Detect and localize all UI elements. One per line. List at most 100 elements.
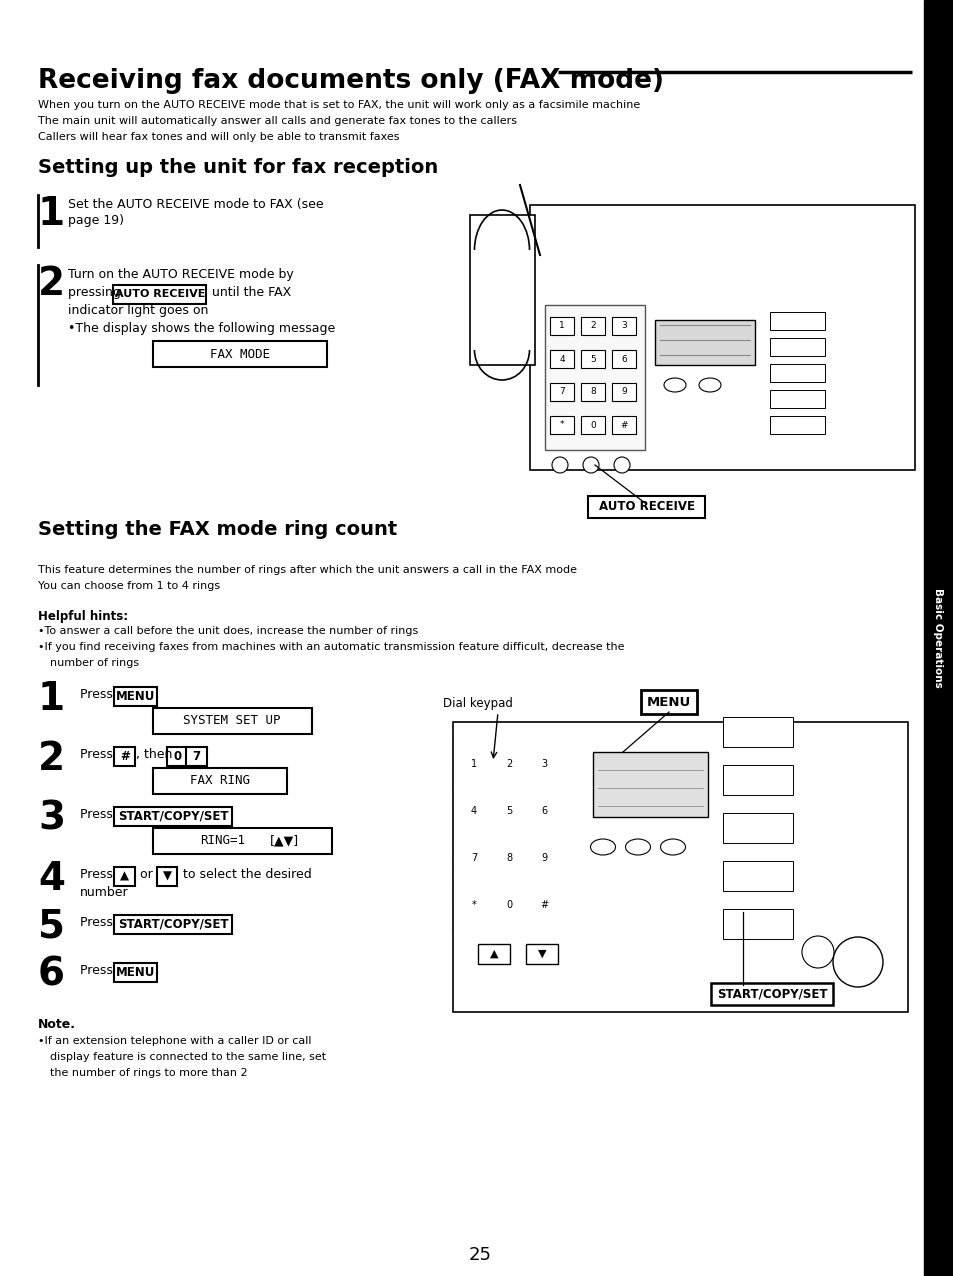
Text: the number of rings to more than 2: the number of rings to more than 2 (50, 1068, 248, 1078)
Text: ▲: ▲ (120, 869, 129, 883)
Bar (722, 861, 792, 891)
Text: 2: 2 (38, 265, 65, 302)
Text: Helpful hints:: Helpful hints: (38, 610, 128, 623)
Text: Basic Operations: Basic Operations (932, 588, 942, 688)
FancyBboxPatch shape (114, 686, 157, 706)
Text: *: * (471, 900, 476, 910)
Text: Press: Press (80, 963, 117, 977)
Bar (470, 214, 535, 365)
Bar (769, 338, 824, 356)
Text: 8: 8 (590, 388, 596, 397)
Bar (544, 305, 644, 450)
Bar (453, 732, 567, 931)
Text: 7: 7 (193, 749, 200, 763)
Circle shape (552, 457, 567, 473)
Text: 3: 3 (540, 759, 546, 769)
Text: ▲: ▲ (489, 949, 497, 960)
Bar (550, 416, 574, 434)
FancyBboxPatch shape (152, 341, 327, 367)
Text: indicator light goes on: indicator light goes on (68, 304, 208, 316)
Text: until the FAX: until the FAX (208, 286, 291, 299)
Text: Press: Press (80, 808, 117, 820)
Text: 2: 2 (590, 322, 596, 330)
Bar (477, 944, 510, 963)
Bar (496, 753, 521, 775)
FancyBboxPatch shape (114, 806, 233, 826)
Ellipse shape (663, 378, 685, 392)
Text: 5: 5 (590, 355, 596, 364)
Circle shape (801, 937, 833, 968)
Bar (496, 847, 521, 869)
Text: Setting the FAX mode ring count: Setting the FAX mode ring count (38, 521, 396, 538)
Bar (612, 416, 636, 434)
Text: Press: Press (80, 916, 117, 929)
Text: number: number (80, 886, 129, 900)
Text: 9: 9 (540, 852, 546, 863)
Bar (612, 383, 636, 401)
Bar (769, 364, 824, 382)
FancyBboxPatch shape (152, 828, 332, 854)
FancyBboxPatch shape (152, 708, 312, 734)
Text: •If you find receiving faxes from machines with an automatic transmission featur: •If you find receiving faxes from machin… (38, 642, 624, 652)
Text: 0: 0 (590, 421, 596, 430)
Text: •To answer a call before the unit does, increase the number of rings: •To answer a call before the unit does, … (38, 627, 417, 635)
Text: 7: 7 (558, 388, 564, 397)
Text: page 19): page 19) (68, 214, 124, 227)
Text: Receiving fax documents only (FAX mode): Receiving fax documents only (FAX mode) (38, 68, 663, 94)
Text: 6: 6 (620, 355, 626, 364)
Bar (496, 800, 521, 822)
Text: 1: 1 (38, 680, 65, 718)
Text: 3: 3 (38, 800, 65, 838)
Ellipse shape (590, 840, 615, 855)
FancyBboxPatch shape (186, 746, 207, 766)
Ellipse shape (699, 378, 720, 392)
Bar (722, 766, 792, 795)
Bar (550, 383, 574, 401)
Text: START/COPY/SET: START/COPY/SET (716, 988, 826, 1000)
Text: MENU: MENU (646, 695, 690, 708)
Text: *: * (559, 421, 563, 430)
Text: START/COPY/SET: START/COPY/SET (118, 809, 229, 823)
Text: ▼: ▼ (163, 869, 172, 883)
Text: START/COPY/SET: START/COPY/SET (118, 917, 229, 930)
Text: 0: 0 (173, 749, 181, 763)
FancyBboxPatch shape (114, 915, 233, 934)
Text: AUTO RECEIVE: AUTO RECEIVE (598, 500, 695, 513)
Bar (769, 313, 824, 330)
Bar (612, 350, 636, 367)
Text: FAX MODE: FAX MODE (210, 347, 270, 361)
Text: Setting up the unit for fax reception: Setting up the unit for fax reception (38, 158, 437, 177)
Text: number of rings: number of rings (50, 658, 139, 669)
FancyBboxPatch shape (113, 285, 206, 304)
Bar (593, 752, 707, 817)
Text: 5: 5 (38, 909, 65, 946)
Bar (531, 753, 557, 775)
Text: •If an extension telephone with a caller ID or call: •If an extension telephone with a caller… (38, 1036, 312, 1046)
Text: #: # (619, 421, 627, 430)
Text: ▼: ▼ (537, 949, 546, 960)
Bar (496, 894, 521, 916)
Text: #: # (120, 749, 130, 763)
Text: RING=1: RING=1 (200, 835, 245, 847)
Bar (550, 350, 574, 367)
Bar (531, 800, 557, 822)
Text: •The display shows the following message: •The display shows the following message (68, 322, 335, 336)
Text: 2: 2 (505, 759, 512, 769)
Text: This feature determines the number of rings after which the unit answers a call : This feature determines the number of ri… (38, 565, 577, 575)
FancyBboxPatch shape (157, 866, 177, 886)
Text: 25: 25 (468, 1245, 491, 1265)
Text: Turn on the AUTO RECEIVE mode by: Turn on the AUTO RECEIVE mode by (68, 268, 294, 281)
Text: SYSTEM SET UP: SYSTEM SET UP (183, 715, 280, 727)
FancyBboxPatch shape (114, 962, 157, 981)
Text: 9: 9 (620, 388, 626, 397)
Circle shape (582, 457, 598, 473)
Text: 1: 1 (38, 195, 65, 234)
Text: [▲▼]: [▲▼] (270, 835, 299, 847)
Text: You can choose from 1 to 4 rings: You can choose from 1 to 4 rings (38, 581, 220, 591)
Bar (722, 909, 792, 939)
Bar (580, 416, 604, 434)
Text: Press: Press (80, 748, 117, 760)
Ellipse shape (659, 840, 685, 855)
Text: AUTO RECEIVE: AUTO RECEIVE (114, 288, 205, 299)
Ellipse shape (625, 840, 650, 855)
